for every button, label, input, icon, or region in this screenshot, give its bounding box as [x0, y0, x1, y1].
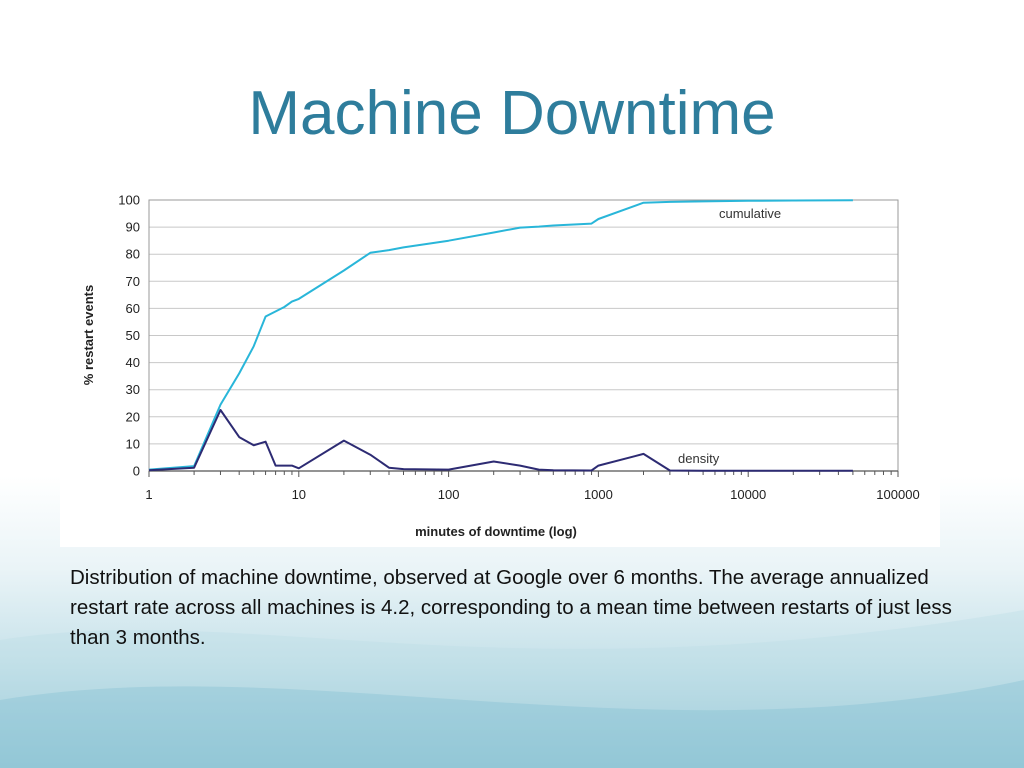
y-tick-label: 0 [133, 464, 140, 479]
y-tick-label: 70 [126, 274, 140, 289]
slide-caption: Distribution of machine downtime, observ… [70, 566, 952, 649]
grid-lines [149, 199, 898, 472]
y-axis-title: % restart events [81, 285, 96, 385]
y-tick-label: 60 [126, 301, 140, 316]
y-tick-label: 90 [126, 220, 140, 235]
x-axis-title: minutes of downtime (log) [415, 524, 577, 539]
y-tick-label: 30 [126, 382, 140, 397]
y-tick-label: 100 [118, 193, 140, 208]
y-tick-label: 10 [126, 436, 140, 451]
series-line-cumulative [148, 199, 853, 471]
series-lines [148, 199, 853, 472]
x-tick-label: 1000 [584, 487, 613, 502]
axes [148, 199, 899, 477]
x-tick-label: 100000 [876, 487, 919, 502]
chart-panel: 0 10 20 30 40 50 60 70 80 90 100 1 10 100 1000 10000 100… [60, 180, 940, 547]
y-tick-label: 50 [126, 328, 140, 343]
series-label-cumulative: cumulative [719, 206, 781, 221]
series-label-density: density [678, 451, 720, 466]
x-tick-label: 10000 [730, 487, 766, 502]
x-tick-label: 100 [438, 487, 460, 502]
y-tick-label: 40 [126, 355, 140, 370]
series-line-density [148, 409, 853, 472]
y-tick-label: 20 [126, 409, 140, 424]
y-tick-label: 80 [126, 247, 140, 262]
x-tick-label: 1 [145, 487, 152, 502]
slide-title: Machine Downtime [248, 79, 776, 148]
x-tick-label: 10 [292, 487, 306, 502]
